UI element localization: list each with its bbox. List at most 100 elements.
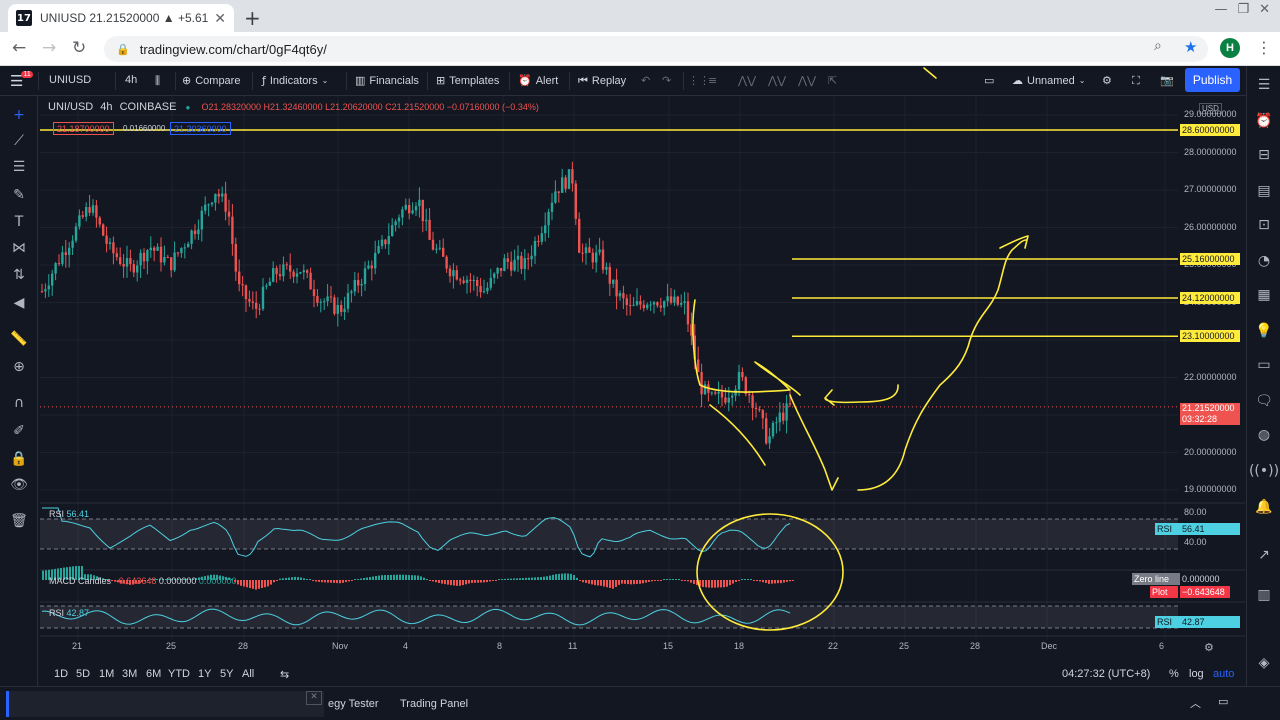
ruler-icon[interactable]: 📏 <box>10 331 28 347</box>
goto-date-icon[interactable]: ⇆ <box>280 668 290 681</box>
clock[interactable]: 04:27:32 (UTC+8) <box>1062 668 1151 680</box>
close-window-icon[interactable]: ✕ <box>1259 2 1270 17</box>
help-icon[interactable]: ◍ <box>1257 427 1271 443</box>
notifications-bell-icon[interactable]: 🔔 <box>1255 499 1273 515</box>
address-bar[interactable]: 🔒 tradingview.com/chart/0gF4qt6y/ <box>104 36 1208 62</box>
close-tab-icon[interactable]: ✕ <box>214 9 226 26</box>
templates-button[interactable]: ⊞ Templates <box>436 74 499 87</box>
macd-bar <box>249 580 251 589</box>
back-arrow-icon[interactable]: ◀ <box>13 295 25 311</box>
hide-drawings-icon[interactable]: 👁 <box>10 477 28 493</box>
macd-bar <box>498 579 500 580</box>
cursor-icon[interactable]: ⇱ <box>828 74 838 87</box>
trading-panel-tab[interactable]: Trading Panel <box>400 698 469 710</box>
calendar-icon[interactable]: ▦ <box>1257 287 1271 303</box>
range-button-5y[interactable]: 5Y <box>220 668 234 680</box>
symbol-search[interactable]: UNIUSD <box>49 74 92 86</box>
menu-icon[interactable]: ☰ 11 <box>10 70 33 90</box>
candle-body <box>404 204 407 210</box>
compare-button[interactable]: ⊕ Compare <box>182 74 240 87</box>
news-icon[interactable]: ▤ <box>1257 183 1271 199</box>
range-button-ytd[interactable]: YTD <box>168 668 190 680</box>
elliott-tool-icon[interactable]: ⋀⋁ <box>798 74 817 87</box>
buy-button[interactable]: 21.20360000 <box>170 122 231 135</box>
fullscreen-icon[interactable]: ⛶ <box>1132 74 1140 87</box>
layers-icon[interactable]: ◈ <box>1258 655 1270 671</box>
range-button-1d[interactable]: 1D <box>54 668 69 680</box>
messages-icon[interactable]: 🗨 <box>1255 393 1273 409</box>
undo-icon[interactable]: ↶ <box>641 74 651 87</box>
candle-body <box>91 205 95 213</box>
auto-toggle[interactable]: auto <box>1213 668 1235 680</box>
alerts-clock-icon[interactable]: ⏰ <box>1255 113 1273 129</box>
range-button-5d[interactable]: 5D <box>76 668 91 680</box>
pattern-tool-icon[interactable]: ⋀⋁ <box>738 74 757 87</box>
lines-tool-icon[interactable]: ≡ <box>708 74 718 87</box>
candle-body <box>646 304 649 309</box>
collapse-panel-icon[interactable]: ︿ <box>1190 697 1201 710</box>
fib-retracement-icon[interactable]: ☰ <box>12 159 26 175</box>
lock-drawings-icon[interactable]: 🔒 <box>10 451 28 467</box>
reload-icon[interactable]: ↻ <box>72 38 87 58</box>
watchlist-icon[interactable]: ☰ <box>1257 77 1271 93</box>
profile-avatar[interactable]: H <box>1220 38 1240 58</box>
sell-button[interactable]: 21.18700000 <box>53 122 114 135</box>
stream-icon[interactable]: ((•)) <box>1248 463 1280 479</box>
order-panel-icon[interactable]: ▥ <box>1257 587 1271 603</box>
browser-tab[interactable]: 17 UNIUSD 21.21520000 ▲ +5.61% ✕ <box>8 4 234 32</box>
text-tool-icon[interactable]: T <box>14 214 24 230</box>
trash-icon[interactable]: 🗑 <box>10 513 28 529</box>
strategy-tester-tab[interactable]: egy Tester <box>328 698 379 710</box>
back-icon[interactable]: ← <box>12 38 27 58</box>
publish-button[interactable]: Publish <box>1185 68 1240 92</box>
trend-icon[interactable]: ↗ <box>1258 547 1270 563</box>
redo-icon[interactable]: ↷ <box>662 74 672 87</box>
settings-gear-icon[interactable]: ⚙ <box>1102 74 1112 87</box>
layout-icon[interactable]: ▭ <box>984 74 995 87</box>
zoom-in-icon[interactable]: ⊕ <box>13 359 25 375</box>
layout-name-button[interactable]: ☁ Unnamed ⌄ <box>1012 74 1086 87</box>
minimize-icon[interactable]: — <box>1214 2 1228 17</box>
candle-body <box>523 258 526 269</box>
interval-selector[interactable]: 4h <box>125 74 138 86</box>
browser-menu-icon[interactable]: ⋮ <box>1256 38 1272 57</box>
range-button-6m[interactable]: 6M <box>146 668 162 680</box>
maximize-panel-icon[interactable]: ▭ <box>1218 695 1229 708</box>
drag-handle-icon[interactable]: ⋮⋮ <box>688 74 710 87</box>
ideas-icon[interactable]: 💡 <box>1255 323 1273 339</box>
pattern-icon[interactable]: ⋈ <box>12 240 26 256</box>
screener-icon[interactable]: ⊡ <box>1258 217 1270 233</box>
currency-selector[interactable]: USD <box>1199 103 1222 114</box>
range-button-1y[interactable]: 1Y <box>198 668 212 680</box>
wave-tool-icon[interactable]: ⋀⋁ <box>768 74 787 87</box>
candle-body <box>768 436 771 444</box>
data-window-icon[interactable]: ⊟ <box>1258 147 1270 163</box>
axis-settings-icon[interactable]: ⚙ <box>1204 641 1214 654</box>
replay-button[interactable]: ⏮ Replay <box>578 74 626 88</box>
percent-toggle[interactable]: % <box>1169 668 1179 680</box>
range-button-1m[interactable]: 1M <box>99 668 115 680</box>
chart-type-icon[interactable]: ⫼ <box>155 74 161 87</box>
indicators-button[interactable]: ƒ Indicators ⌄ <box>262 74 329 87</box>
brush-icon[interactable]: ✎ <box>13 187 25 203</box>
crosshair-icon[interactable]: + <box>13 107 25 123</box>
chat-icon[interactable]: ▭ <box>1257 357 1271 373</box>
magnet-icon[interactable]: ∩ <box>13 395 25 411</box>
alert-button[interactable]: ⏰ Alert <box>518 74 558 87</box>
bookmark-star-icon[interactable]: ★ <box>1184 38 1198 56</box>
stay-drawing-icon[interactable]: ✐ <box>13 423 25 439</box>
prediction-icon[interactable]: ⇅ <box>13 267 25 283</box>
search-icon[interactable]: ⌕ <box>1154 38 1162 54</box>
overlay-close-icon[interactable]: ✕ <box>306 691 322 705</box>
trend-line-icon[interactable]: ⟋ <box>14 133 24 149</box>
new-tab-icon[interactable]: + <box>244 6 261 30</box>
log-toggle[interactable]: log <box>1189 668 1204 680</box>
range-button-all[interactable]: All <box>242 668 255 680</box>
restore-icon[interactable]: ❐ <box>1237 2 1250 17</box>
candle-body <box>472 279 475 281</box>
camera-icon[interactable]: 📷 <box>1160 74 1174 87</box>
forward-icon[interactable]: → <box>42 38 57 58</box>
financials-button[interactable]: ▥ Financials <box>355 74 419 87</box>
pie-icon[interactable]: ◔ <box>1257 253 1271 269</box>
range-button-3m[interactable]: 3M <box>122 668 138 680</box>
